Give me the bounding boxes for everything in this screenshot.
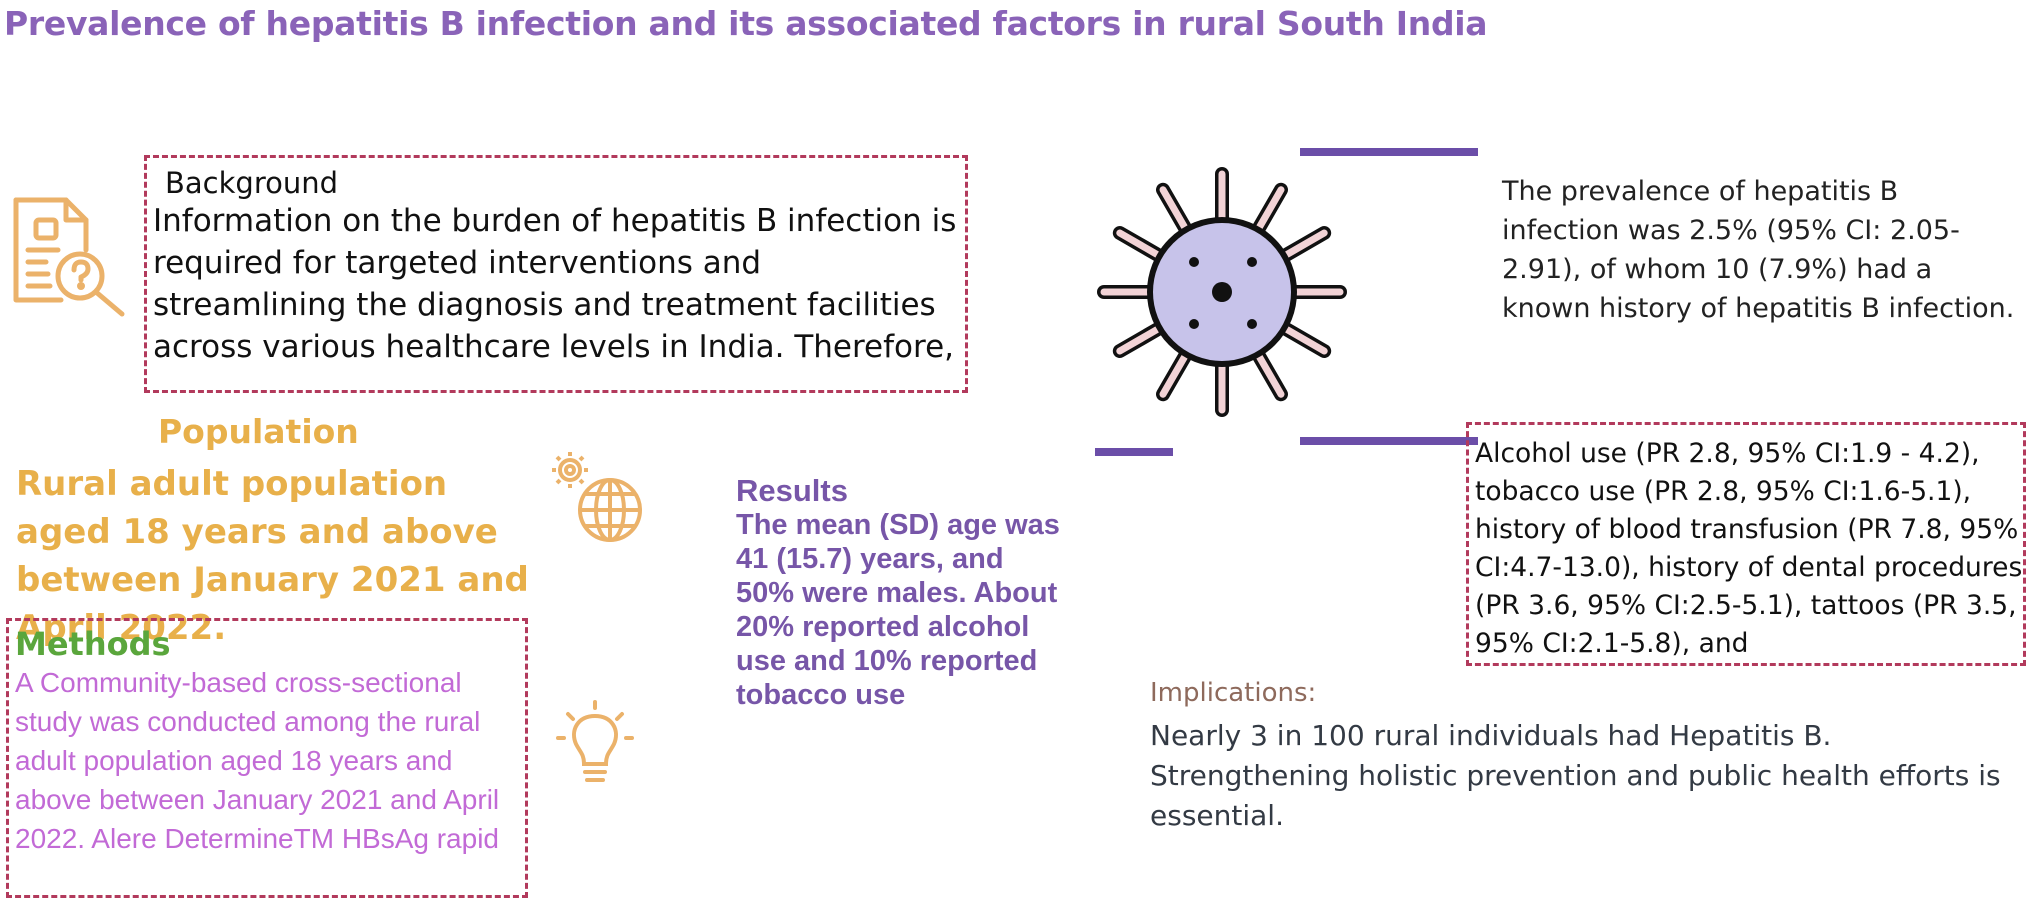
- methods-heading: Methods: [15, 625, 171, 663]
- population-text: Rural adult population aged 18 years and…: [16, 464, 529, 648]
- methods-box: Methods A Community-based cross-sectiona…: [6, 618, 528, 898]
- methods-text: A Community-based cross-sectional study …: [15, 667, 500, 854]
- implications-text: Nearly 3 in 100 rural individuals had He…: [1150, 719, 2001, 832]
- virus-icon: [1097, 167, 1347, 417]
- results-text: The mean (SD) age was 41 (15.7) years, a…: [736, 509, 1060, 711]
- factors-box: Alcohol use (PR 2.8, 95% CI:1.9 - 4.2), …: [1466, 422, 2026, 666]
- document-search-icon: [13, 197, 125, 317]
- prevalence-text: The prevalence of hepatitis B infection …: [1502, 176, 2015, 324]
- divider-bar: [1095, 448, 1173, 456]
- page-title: Prevalence of hepatitis B infection and …: [4, 4, 1488, 43]
- implications-heading: Implications:: [1150, 678, 1317, 708]
- divider-bar: [1300, 148, 1478, 156]
- background-text: Information on the burden of hepatitis B…: [153, 203, 957, 365]
- lightbulb-icon: [556, 700, 634, 782]
- background-box: Background Information on the burden of …: [144, 155, 968, 393]
- factors-text: Alcohol use (PR 2.8, 95% CI:1.9 - 4.2), …: [1475, 438, 2023, 659]
- divider-bar: [1300, 437, 1478, 445]
- results-heading: Results: [736, 473, 848, 508]
- population-heading: Population: [158, 412, 359, 451]
- background-heading: Background: [165, 166, 339, 200]
- globe-gear-icon: [552, 452, 642, 542]
